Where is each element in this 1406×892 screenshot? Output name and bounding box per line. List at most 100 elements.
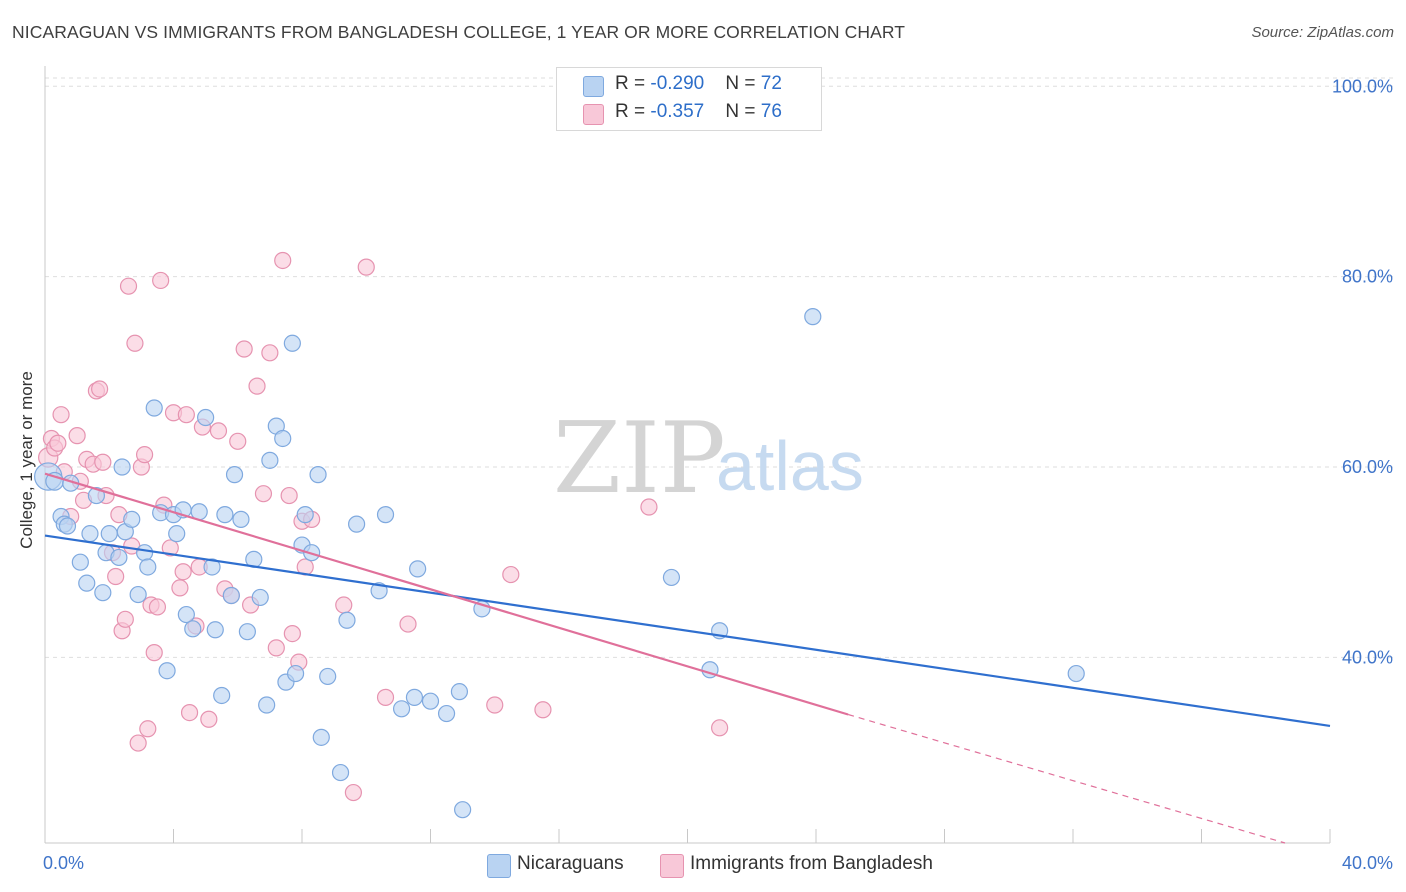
bangladesh-point [129, 734, 147, 752]
nicaraguan-point [662, 568, 681, 587]
nicaraguan-point [135, 544, 154, 562]
nicaraguan-point [71, 553, 89, 571]
nicaraguan-point [251, 588, 269, 607]
nicaraguan-point [222, 586, 240, 605]
bangladesh-point [174, 563, 192, 581]
bangladesh-point [261, 344, 279, 362]
nicaraguan-point [338, 611, 356, 629]
tick-labels: 40.0% 60.0% 80.0% 100.0% 0.0% 40.0% [43, 76, 1393, 873]
bangladesh-point [711, 719, 729, 737]
bangladesh-point [49, 434, 67, 452]
nicaraguan-point [177, 605, 195, 624]
bangladesh-point [135, 446, 154, 464]
legend-pink-swatch [660, 854, 684, 878]
legend-item-nicaraguans: Nicaraguans [487, 851, 647, 878]
y-tick-label: 40.0% [1342, 647, 1393, 667]
bangladesh-point [209, 422, 228, 440]
nicaraguan-point [139, 558, 157, 576]
bangladesh-point [344, 783, 362, 802]
nicaraguan-point [274, 429, 292, 448]
bangladesh-point [640, 498, 658, 516]
bangladesh-point [534, 701, 552, 719]
bangladesh-point [171, 579, 189, 597]
r-value: -0.357 [650, 101, 705, 122]
y-axis-label: College, 1 year or more [17, 371, 36, 549]
bangladesh-point [116, 610, 134, 628]
nicaraguan-point [168, 525, 186, 543]
nicaraguan-point [225, 466, 244, 484]
nicaraguan-point [261, 451, 279, 469]
stats-text: R = -0.357 N = 76 [615, 101, 782, 123]
nicaraguan-point [283, 334, 301, 352]
blue-swatch [583, 76, 604, 97]
chart-title: NICARAGUAN VS IMMIGRANTS FROM BANGLADESH… [12, 22, 906, 42]
bangladesh-point [145, 644, 163, 662]
bangladesh-point [161, 539, 179, 557]
nicaraguan-point [392, 700, 411, 718]
x-tick-label: 0.0% [43, 853, 84, 873]
bangladesh-point [91, 380, 109, 398]
series-nicaraguans-points [34, 308, 1085, 819]
nicaraguan-point [113, 458, 131, 476]
r-label: R = [615, 73, 651, 94]
stats-text: R = -0.290 N = 72 [615, 73, 782, 95]
x-tick-label: 40.0% [1342, 853, 1393, 873]
bangladesh-point [254, 485, 273, 503]
nicaraguan-point [454, 801, 472, 819]
bangladesh-point [267, 639, 285, 657]
bangladesh-point [502, 565, 520, 584]
nicaraguan-point [348, 515, 366, 533]
bangladesh-point [274, 251, 292, 270]
pink-swatch [583, 104, 604, 125]
nicaraguan-point [78, 574, 96, 592]
nicaraguan-point [184, 620, 202, 638]
nicaraguan-point [309, 466, 327, 484]
y-tick-label: 100.0% [1332, 76, 1393, 96]
nicaraguan-point [421, 692, 440, 710]
nicaraguan-point [129, 585, 147, 604]
nicaraguan-point [110, 548, 128, 567]
bangladesh-point [177, 406, 195, 424]
nicaraguan-point [804, 308, 822, 326]
nicaraguan-point [437, 704, 456, 723]
nicaraguan-point [1067, 664, 1085, 683]
nicaraguan-point [206, 621, 224, 639]
nicaraguan-point [158, 662, 176, 680]
legend-item-bangladesh: Immigrants from Bangladesh [660, 851, 970, 878]
nicaraguan-point [123, 510, 141, 528]
bangladesh-point [399, 615, 417, 633]
bangladesh-point [376, 688, 395, 706]
source-credit: Source: ZipAtlas.com [1251, 24, 1394, 41]
grid-lines [45, 77, 1393, 658]
nicaraguan-point [145, 399, 163, 417]
nicaraguan-point [370, 582, 388, 600]
nicaraguan-point [376, 506, 395, 524]
nicaraguan-point [58, 517, 77, 535]
nicaraguan-point [216, 506, 234, 524]
nicaraguan-point [81, 525, 99, 543]
nicaraguans-trend-line [44, 534, 1331, 728]
nicaraguan-point [197, 408, 215, 427]
r-value: -0.290 [650, 73, 705, 94]
watermark-atlas: atlas [716, 427, 864, 505]
nicaraguan-point [312, 728, 330, 746]
nicaraguan-point [203, 558, 221, 576]
bangladesh-point [68, 427, 86, 445]
bangladesh-trend-line [44, 472, 849, 716]
nicaraguan-point [319, 667, 337, 686]
nicaraguan-point [296, 506, 314, 524]
legend-label: Immigrants from Bangladesh [690, 853, 933, 874]
n-value: 76 [760, 101, 782, 122]
bangladesh-point [235, 340, 253, 358]
series-bangladesh-points [38, 251, 729, 802]
trend-lines [44, 472, 1331, 844]
nicaraguan-point [331, 763, 350, 782]
nicaraguan-point [87, 486, 106, 505]
r-label: R = [615, 101, 651, 122]
watermark-zip: ZIP [553, 402, 726, 516]
nicaraguan-point [405, 688, 424, 706]
correlation-stats-box: R = -0.290 N = 72 R = -0.357 N = 76 [556, 67, 822, 131]
nicaraguan-point [100, 525, 118, 543]
nicaraguan-point [286, 664, 305, 683]
bangladesh-point [52, 406, 70, 424]
